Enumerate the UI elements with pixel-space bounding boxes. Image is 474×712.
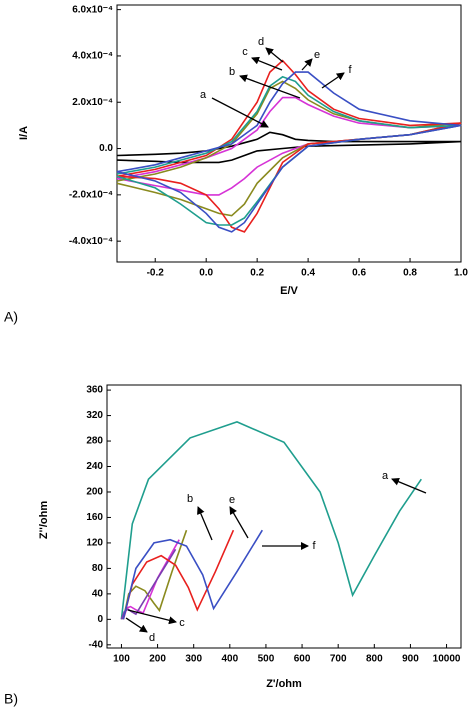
x-tick-label: 0.6	[352, 268, 366, 279]
series-label: b	[187, 493, 193, 505]
series-label: f	[312, 540, 316, 552]
data-line	[122, 529, 235, 620]
series-label: a	[200, 89, 207, 101]
series-label: a	[382, 470, 389, 482]
data-line	[116, 59, 462, 233]
y-tick-label: 200	[86, 487, 103, 498]
panel-label: B)	[4, 691, 18, 707]
x-tick-label: 100	[113, 654, 130, 665]
annotation-arrow	[127, 609, 177, 625]
series-label: b	[229, 66, 235, 78]
annotation-arrow	[125, 617, 148, 633]
y-tick-label: 160	[86, 512, 103, 523]
panel-label: A)	[4, 309, 18, 325]
y-axis-label: I/A	[18, 126, 30, 140]
series-label: e	[229, 494, 235, 506]
annotation-arrow	[229, 506, 249, 539]
data-line	[120, 548, 177, 620]
x-tick-label: 300	[185, 654, 202, 665]
y-tick-label: -2.0x10⁻⁴	[69, 189, 113, 200]
x-tick-label: 0.2	[250, 268, 264, 279]
x-tick-label: -0.2	[147, 268, 165, 279]
x-tick-label: 0.0	[199, 268, 213, 279]
x-tick-label: 800	[366, 654, 383, 665]
plot-frame	[106, 384, 462, 649]
x-tick-label: 900	[402, 654, 419, 665]
y-tick-label: -4.0x10⁻⁴	[69, 236, 113, 247]
y-tick-label: 2.0x10⁻⁴	[72, 97, 113, 108]
plot-frame	[116, 4, 462, 263]
data-line	[122, 529, 263, 620]
series-label: c	[179, 617, 185, 629]
series-label: f	[348, 64, 352, 76]
x-tick-label: 400	[221, 654, 238, 665]
x-tick-label: 200	[149, 654, 166, 665]
data-line	[116, 71, 462, 233]
x-tick-label: 0.4	[301, 268, 315, 279]
data-line	[122, 539, 180, 620]
x-tick-label: 500	[258, 654, 275, 665]
y-tick-label: 240	[86, 461, 103, 472]
annotation-arrow	[265, 47, 284, 63]
annotation-arrow	[211, 97, 269, 128]
x-axis-label: E/V	[280, 285, 298, 297]
y-tick-label: 360	[86, 385, 103, 396]
y-tick-label: 4.0x10⁻⁴	[72, 51, 113, 62]
series-label: e	[314, 49, 320, 61]
annotation-arrow	[391, 477, 427, 494]
y-tick-label: 6.0x10⁻⁴	[72, 4, 113, 15]
annotation-arrow	[301, 58, 313, 71]
data-line	[116, 75, 462, 226]
y-tick-label: 320	[86, 410, 103, 421]
y-tick-label: 280	[86, 436, 103, 447]
y-tick-label: 80	[92, 563, 104, 574]
y-tick-label: -40	[89, 639, 104, 650]
data-line	[120, 421, 422, 620]
annotation-arrow	[251, 56, 283, 71]
x-tick-label: 0.8	[403, 268, 417, 279]
data-line	[116, 80, 462, 217]
annotation-arrow	[321, 72, 345, 89]
x-tick-label: 700	[330, 654, 347, 665]
x-axis-label: Z'/ohm	[266, 678, 302, 690]
y-tick-label: 40	[92, 589, 104, 600]
annotation-arrow	[239, 74, 301, 99]
series-label: d	[258, 36, 264, 48]
y-axis-label: Z''/ohm	[38, 501, 50, 539]
x-tick-label: 600	[294, 654, 311, 665]
y-tick-label: 120	[86, 538, 103, 549]
y-tick-label: 0	[97, 614, 103, 625]
x-tick-label: 10000	[433, 654, 461, 665]
x-tick-label: 1.0	[454, 268, 468, 279]
series-label: d	[149, 632, 155, 644]
series-label: c	[242, 46, 248, 58]
y-tick-label: 0.0	[99, 143, 113, 154]
annotation-arrow	[197, 506, 213, 541]
